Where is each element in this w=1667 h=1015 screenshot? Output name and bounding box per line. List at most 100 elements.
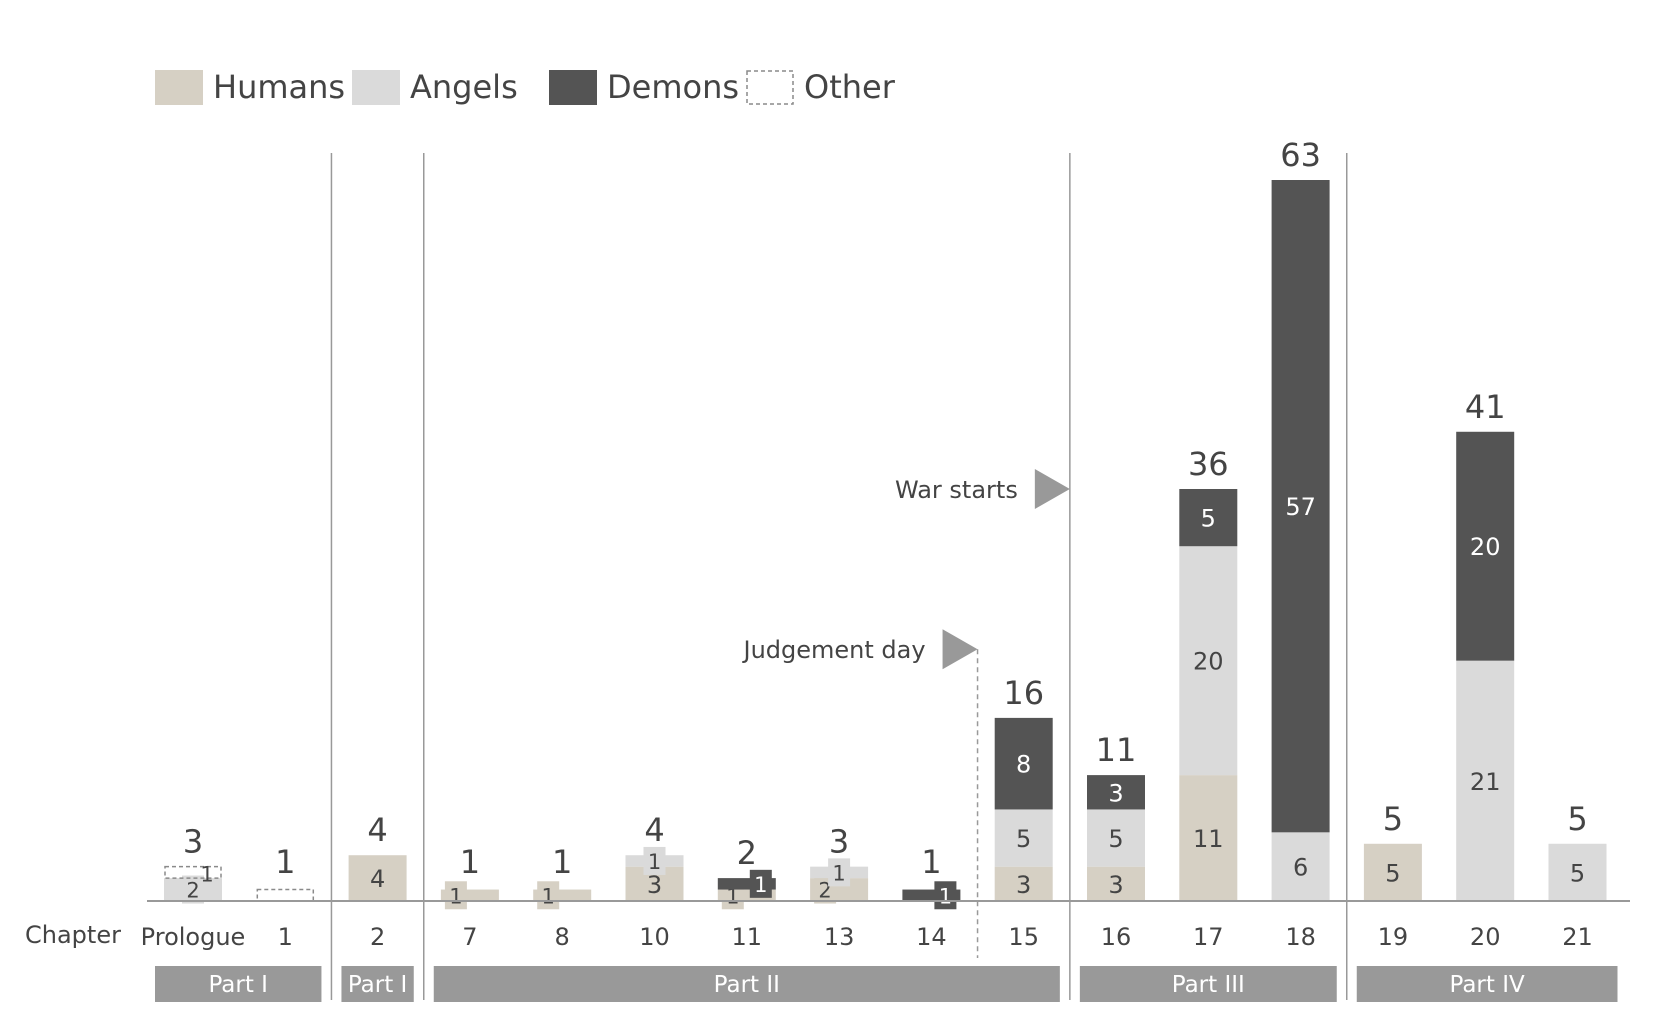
part-band-4: Part III (1079, 966, 1337, 1002)
segment-label-other-prologue: 1 (200, 862, 213, 886)
flag-icon (942, 629, 978, 670)
tick-label-17: 17 (1193, 923, 1224, 951)
legend-label-other: Other (804, 68, 896, 106)
segment-label-angels-17: 20 (1193, 648, 1224, 676)
bar-angels-16 (1087, 809, 1145, 867)
part-band-label: Part II (714, 972, 780, 998)
bar-humans-11 (717, 889, 776, 901)
total-label-16: 11 (1096, 731, 1137, 769)
tick-label-13: 13 (824, 923, 855, 951)
part-band-5: Part IV (1356, 966, 1618, 1002)
part-band-label: Part I (348, 972, 408, 998)
segment-label-humans-11: 1 (726, 884, 739, 908)
tick-label-7: 7 (462, 923, 477, 951)
x-axis-label: Chapter (25, 921, 121, 949)
segment-label-humans-10: 3 (647, 871, 662, 899)
part-band-label: Part I (208, 972, 268, 998)
total-label-18: 63 (1280, 136, 1321, 174)
bar-humans-8 (533, 889, 592, 901)
segment-label-demons-11: 1 (754, 873, 767, 897)
bar-group-20: 21 20 (1456, 431, 1515, 901)
bar-other-1 (256, 888, 315, 902)
part-band-3: Part II (433, 966, 1060, 1002)
bar-group-19: 5 (1363, 843, 1422, 901)
bar-angels-18 (1271, 832, 1330, 901)
bar-humans-19 (1363, 843, 1422, 901)
legend-swatch-humans (155, 70, 203, 105)
total-label-7: 1 (460, 843, 480, 881)
segment-label-angels-15: 5 (1016, 825, 1031, 853)
tick-label-21: 21 (1562, 923, 1593, 951)
total-label-10: 4 (644, 811, 664, 849)
total-label-17: 36 (1188, 445, 1229, 483)
bar-demons-16 (1087, 775, 1145, 810)
tick-label-2: 2 (370, 923, 385, 951)
segment-label-demons-17: 5 (1201, 505, 1216, 533)
segment-label-angels-20: 21 (1470, 768, 1501, 796)
segment-label-humans-16: 3 (1108, 871, 1123, 899)
total-label-11: 2 (737, 834, 757, 872)
bar-group-7: 1 (440, 881, 499, 910)
annotation-judgement-day: Judgement day (741, 629, 979, 958)
part-band-bg (155, 966, 322, 1002)
bar-angels-20 (1456, 660, 1515, 901)
bar-group-10: 31 (625, 846, 684, 901)
segment-tag-angels-prologue (182, 875, 204, 904)
segment-label-humans-7: 1 (449, 884, 462, 908)
bar-group-prologue: 21 (164, 862, 222, 904)
legend-item-demons: Demons (549, 68, 739, 106)
tick-label-8: 8 (555, 923, 570, 951)
bar-group-17: 11 20 5 (1179, 489, 1238, 901)
bar-group-18: 6 57 (1271, 180, 1330, 901)
legend-label-humans: Humans (213, 68, 345, 106)
bar-group-21: 5 (1548, 843, 1607, 901)
part-band-bg (1356, 966, 1618, 1002)
segment-label-angels-16: 5 (1108, 825, 1123, 853)
part-bands: Part I Part I Part II Part III Part IV (155, 966, 1618, 1002)
bar-demons-20 (1456, 431, 1515, 661)
tick-label-20: 20 (1470, 923, 1501, 951)
part-band-label: Part III (1172, 972, 1245, 998)
total-label-1: 1 (275, 843, 295, 881)
segment-label-angels-prologue: 2 (186, 879, 199, 903)
total-label-15: 16 (1003, 674, 1044, 712)
legend-item-other: Other (746, 68, 896, 106)
part-band-bg (1079, 966, 1337, 1002)
part-band-1: Part I (155, 966, 322, 1002)
bar-angels-15 (994, 809, 1053, 867)
total-label-2: 4 (367, 811, 387, 849)
segment-label-angels-13: 1 (832, 861, 845, 885)
tick-label-16: 16 (1101, 923, 1132, 951)
segment-tag-humans-7 (444, 881, 467, 910)
bar-group-8: 1 (533, 881, 592, 910)
total-label-14: 1 (921, 843, 941, 881)
total-label-prologue: 3 (183, 823, 203, 861)
bar-humans-7 (440, 889, 499, 901)
bar-demons-17 (1179, 489, 1238, 547)
part-band-bg (433, 966, 1060, 1002)
bar-group-13: 21 (810, 858, 869, 904)
tick-label-prologue: Prologue (141, 923, 246, 951)
total-label-8: 1 (552, 843, 572, 881)
segment-tag-demons-11 (749, 869, 772, 898)
total-label-13: 3 (829, 823, 849, 861)
segment-label-humans-19: 5 (1385, 859, 1400, 887)
legend-label-demons: Demons (607, 68, 739, 106)
total-label-21: 5 (1567, 800, 1587, 838)
legend-item-humans: Humans (155, 68, 345, 106)
part-band-2: Part I (341, 966, 414, 1002)
bar-demons-15 (994, 717, 1053, 810)
legend-swatch-other (746, 70, 794, 105)
tick-label-14: 14 (916, 923, 947, 951)
segment-tag-demons-14 (934, 881, 957, 910)
segment-label-demons-20: 20 (1470, 533, 1501, 561)
segment-label-demons-15: 8 (1016, 751, 1031, 779)
legend-swatch-angels (352, 70, 400, 105)
segment-label-demons-14: 1 (939, 884, 952, 908)
segment-label-demons-18: 57 (1285, 493, 1316, 521)
x-tick-labels: Prologue 1 2 7 8 10 11 13 14 15 16 17 18 19 20 21 (141, 923, 1593, 951)
